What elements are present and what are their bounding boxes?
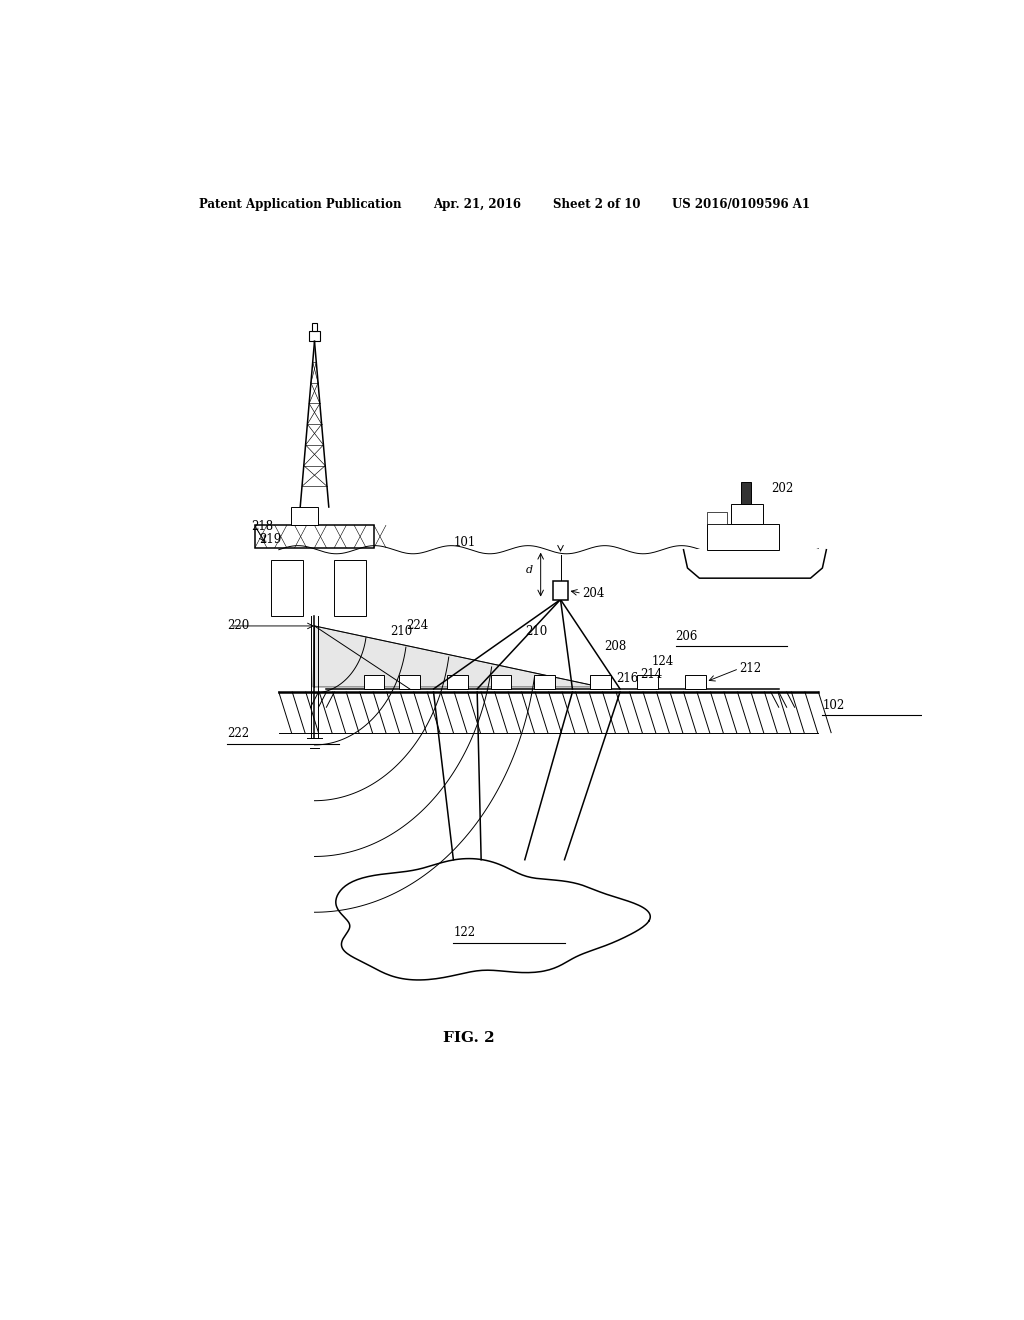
Bar — [638, 675, 658, 689]
Bar — [447, 675, 468, 689]
Text: 216: 216 — [616, 672, 638, 685]
Bar — [312, 323, 316, 331]
Polygon shape — [313, 626, 600, 686]
Bar — [270, 560, 303, 615]
Text: 218: 218 — [251, 520, 273, 533]
Bar — [731, 504, 763, 524]
Text: 224: 224 — [406, 619, 428, 632]
Text: 206: 206 — [676, 630, 698, 643]
Text: 210: 210 — [524, 624, 547, 638]
Bar — [364, 675, 384, 689]
Text: 222: 222 — [227, 727, 249, 741]
Text: US 2016/0109596 A1: US 2016/0109596 A1 — [672, 198, 810, 211]
Bar — [399, 675, 420, 689]
Text: Sheet 2 of 10: Sheet 2 of 10 — [553, 198, 640, 211]
Text: 214: 214 — [640, 668, 663, 681]
Bar — [334, 560, 367, 615]
Text: 202: 202 — [771, 482, 793, 495]
Text: 212: 212 — [739, 663, 761, 675]
Text: 102: 102 — [822, 698, 845, 711]
Text: 124: 124 — [652, 655, 674, 668]
Text: 204: 204 — [582, 587, 604, 599]
Text: 210: 210 — [390, 624, 412, 638]
Bar — [708, 512, 727, 524]
Text: FIG. 2: FIG. 2 — [443, 1031, 495, 1044]
Bar — [590, 675, 610, 689]
Bar — [309, 331, 321, 342]
Text: Patent Application Publication: Patent Application Publication — [200, 198, 402, 211]
Text: Apr. 21, 2016: Apr. 21, 2016 — [433, 198, 521, 211]
Bar — [255, 525, 374, 548]
Polygon shape — [684, 549, 826, 578]
Bar — [291, 507, 318, 525]
Bar — [685, 675, 706, 689]
Bar — [490, 675, 511, 689]
Text: 220: 220 — [227, 619, 250, 632]
Text: 122: 122 — [454, 927, 475, 940]
Text: 101: 101 — [454, 536, 475, 549]
Text: d: d — [525, 565, 532, 576]
Bar — [535, 675, 555, 689]
Bar — [741, 482, 751, 504]
Bar — [553, 581, 567, 599]
Text: 219: 219 — [259, 533, 282, 546]
Bar — [708, 524, 778, 549]
Text: 208: 208 — [604, 640, 627, 653]
